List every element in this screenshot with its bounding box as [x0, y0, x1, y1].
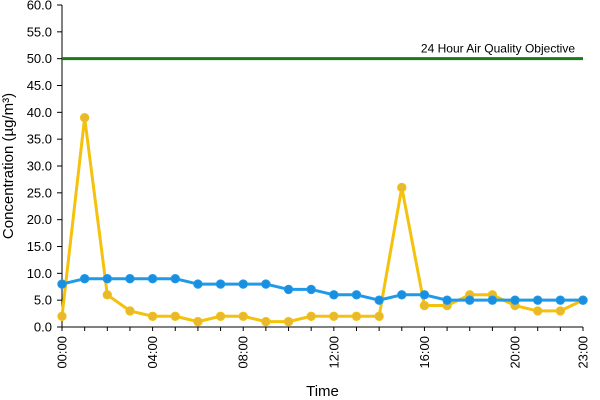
y-tick-label: 55.0	[27, 24, 52, 39]
data-point	[351, 290, 362, 300]
y-tick-label: 10.0	[27, 266, 52, 281]
series-group	[57, 113, 588, 327]
data-point	[125, 274, 135, 284]
data-point	[147, 274, 158, 284]
data-point	[306, 311, 316, 321]
data-point	[397, 182, 407, 193]
data-point	[261, 279, 271, 289]
data-point	[329, 311, 339, 321]
series-1	[57, 113, 588, 327]
data-point	[532, 306, 543, 316]
data-point	[329, 290, 339, 300]
y-tick-label: 40.0	[27, 105, 52, 120]
data-point	[170, 274, 180, 284]
data-point	[102, 290, 113, 300]
data-point	[442, 295, 452, 305]
x-tick-label: 16:00	[417, 336, 432, 369]
series-2	[57, 274, 588, 305]
x-tick-label: 00:00	[55, 336, 70, 369]
data-point	[374, 295, 384, 305]
data-point	[238, 279, 248, 289]
data-point	[57, 279, 67, 289]
data-point	[79, 274, 90, 284]
air-quality-objective-label: 24 Hour Air Quality Objective	[421, 42, 575, 56]
data-point	[215, 279, 226, 289]
y-tick-label: 50.0	[27, 51, 52, 66]
y-tick-label: 30.0	[27, 159, 52, 174]
y-tick-label: 20.0	[27, 212, 52, 227]
data-point	[487, 295, 498, 305]
series-line	[61, 277, 583, 302]
reference-line-group: 24 Hour Air Quality Objective	[62, 42, 583, 61]
data-point	[79, 113, 90, 123]
x-tick-label: 12:00	[326, 336, 341, 369]
y-tick-label: 15.0	[27, 239, 52, 254]
data-point	[510, 295, 520, 305]
data-point	[419, 300, 430, 311]
y-tick-label: 35.0	[27, 132, 52, 147]
y-axis-ticks: 0.0 5.0 10.0 15.0 20.0 25.0 30.0 35.0 40.0 45.0 50…	[27, 0, 62, 335]
data-point	[555, 306, 566, 316]
data-point	[125, 306, 135, 316]
x-axis-ticks: 00:00 04:00 08:00 12:00 16:00 20:00 23:00	[55, 327, 591, 369]
data-point	[215, 311, 226, 321]
data-point	[419, 290, 430, 300]
data-point	[147, 311, 158, 321]
x-tick-label: 20:00	[508, 336, 523, 369]
data-point	[374, 311, 384, 321]
data-point	[102, 274, 113, 284]
x-axis-title: Time	[306, 383, 339, 400]
x-tick-label: 08:00	[236, 336, 251, 369]
data-point	[261, 316, 271, 327]
data-point	[57, 311, 67, 321]
data-point	[193, 279, 203, 289]
data-point	[306, 284, 316, 295]
data-point	[465, 295, 475, 305]
data-point	[283, 284, 294, 295]
y-tick-label: 25.0	[27, 185, 52, 200]
y-tick-label: 60.0	[27, 0, 52, 13]
data-point	[578, 295, 588, 305]
y-tick-label: 5.0	[34, 293, 52, 308]
x-tick-label: 23:00	[576, 336, 591, 369]
data-point	[238, 311, 248, 321]
data-point	[532, 295, 543, 305]
y-axis-title: Concentration (µg/m³)	[0, 93, 17, 239]
data-point	[555, 295, 566, 305]
x-tick-label: 04:00	[145, 336, 160, 369]
data-point	[193, 316, 203, 327]
data-point	[283, 316, 294, 327]
data-point	[351, 311, 362, 321]
data-point	[397, 290, 407, 300]
y-tick-label: 45.0	[27, 78, 52, 93]
y-tick-label: 0.0	[34, 320, 52, 335]
data-point	[170, 311, 180, 321]
